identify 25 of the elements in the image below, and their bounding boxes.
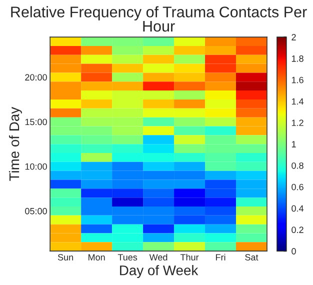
x-tick-label: Sat xyxy=(245,254,258,260)
y-tick-label: 05:00 xyxy=(25,208,47,214)
y-tick-label: 10:00 xyxy=(25,163,47,170)
color-bar-label: 1 xyxy=(292,141,296,148)
color-bar-label: 1.4 xyxy=(292,98,304,105)
color-bar-label: 0.8 xyxy=(292,162,304,169)
color-bar-label: 0.4 xyxy=(292,205,304,212)
x-tick-label: Tues xyxy=(118,254,138,260)
y-axis-title: Time of Day xyxy=(8,106,22,181)
color-bar-label: 0.2 xyxy=(292,226,304,234)
x-tick-label: Wed xyxy=(149,254,168,260)
color-bar-label: 2 xyxy=(292,34,296,40)
x-axis-title: Day of Week xyxy=(120,265,198,278)
x-tick-label: Fri xyxy=(216,254,226,260)
color-bar-label: 1.2 xyxy=(292,120,304,126)
x-tick-label: Thur xyxy=(180,254,199,260)
x-tick-label: Sun xyxy=(58,254,74,260)
y-tick-label: 15:00 xyxy=(25,118,47,126)
color-bar-label: 1.8 xyxy=(292,55,304,62)
chart-title: Relative Frequency of Trauma Contacts Per Hour xyxy=(11,6,307,32)
color-bar-label: 1.6 xyxy=(292,76,304,84)
y-tick-label: 20:00 xyxy=(25,74,47,81)
x-tick-label: Mon xyxy=(88,254,105,260)
color-bar-label: 0 xyxy=(292,248,296,254)
color-bar-label: 0.6 xyxy=(292,184,304,190)
